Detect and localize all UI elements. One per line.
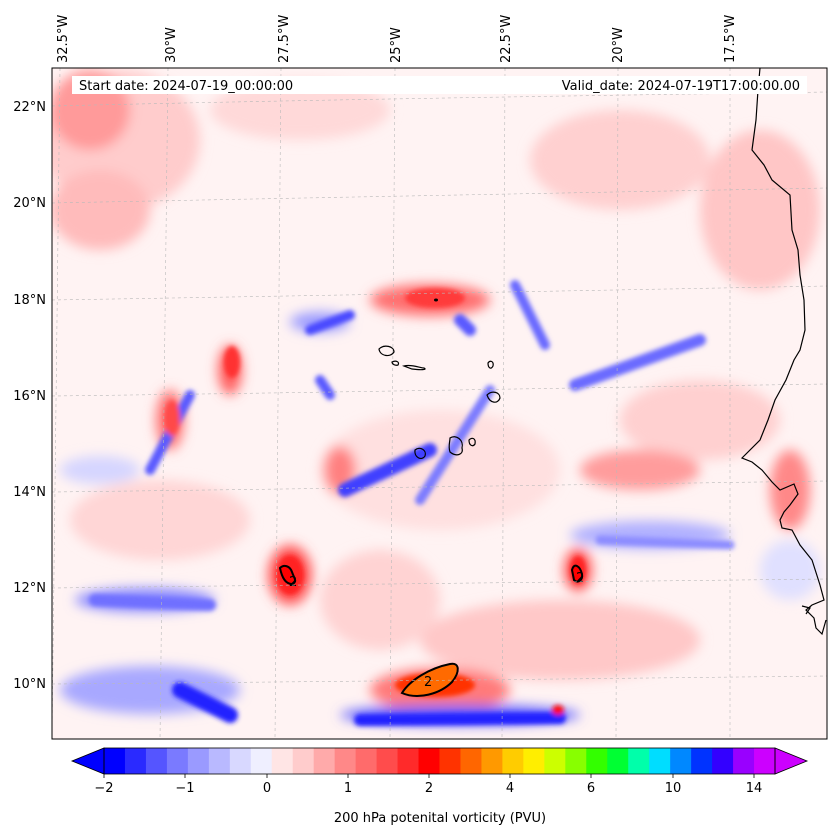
island-sao-nicolau	[401, 364, 426, 371]
island-boa-vista	[486, 391, 501, 403]
header-box	[72, 76, 807, 94]
colorbar-cell	[166, 748, 189, 774]
lat-label-2: 20°N	[13, 196, 46, 211]
pv-core-south	[400, 662, 459, 697]
island-santiago	[448, 436, 463, 456]
colorbar-cell	[523, 748, 545, 774]
map-frame	[51, 67, 828, 740]
colorbar-cell	[439, 748, 461, 774]
colorbar-tick-label-8: 10	[665, 781, 682, 796]
colorbar-cells	[104, 748, 776, 774]
colorbar-cell	[733, 748, 755, 774]
colorbar-tick-label-7: 6	[587, 781, 595, 796]
colorbar-cell	[418, 748, 440, 774]
colorbar-frame	[103, 747, 776, 775]
map-panel: 2 2 2	[52, 68, 827, 739]
valid-date-label: Valid_date: 2024-07-19T17:00:00.00	[562, 79, 800, 94]
colorbar-cell	[628, 748, 650, 774]
lat-label-3: 18°N	[13, 293, 46, 308]
lon-label-5: 22.5°W	[499, 15, 514, 63]
pv-contours: 2 2 2	[278, 298, 584, 697]
colorbar-cell	[712, 748, 734, 774]
contour-label-2: 2	[289, 575, 297, 590]
pv-core-north	[434, 298, 438, 302]
latitude-labels: 22°N 20°N 18°N 16°N 14°N 12°N 10°N	[13, 100, 46, 692]
island-santo-antao	[378, 345, 395, 357]
colorbar-cell	[271, 748, 294, 774]
colorbar-cell	[250, 748, 273, 774]
colorbar-cell	[586, 748, 608, 774]
colorbar-cell	[334, 748, 357, 774]
contour-label-3: 2	[576, 571, 584, 586]
colorbar-cell	[460, 748, 482, 774]
lon-label-7: 17.5°W	[723, 15, 738, 63]
colorbar: −2 −1 0 1 2 4 6 10 14 200 hPa potenital …	[70, 747, 809, 826]
lon-label-4: 25°W	[389, 27, 404, 63]
island-fogo	[414, 447, 426, 460]
coastlines	[378, 68, 827, 636]
lat-label-5: 14°N	[13, 485, 46, 500]
lon-label-3: 27.5°W	[277, 15, 292, 63]
colorbar-cell	[502, 748, 524, 774]
colorbar-cell	[229, 748, 252, 774]
colorbar-cell	[754, 748, 776, 774]
colorbar-tick-label-2: −1	[175, 781, 194, 796]
contour-label-1: 2	[424, 675, 432, 690]
colorbar-cell	[649, 748, 671, 774]
colorbar-cell	[481, 748, 503, 774]
colorbar-cell	[292, 748, 315, 774]
colorbar-min-extend	[70, 747, 105, 775]
island-maio	[468, 437, 476, 447]
colorbar-cell	[124, 748, 147, 774]
colorbar-cell	[355, 748, 378, 774]
colorbar-tick-label-4: 1	[344, 781, 352, 796]
africa-coastline	[740, 68, 827, 636]
colorbar-cell	[376, 748, 399, 774]
colorbar-title: 200 hPa potenital vorticity (PVU)	[334, 811, 546, 826]
colorbar-tick-label-6: 4	[506, 781, 514, 796]
colorbar-cell	[670, 748, 692, 774]
colorbar-cell	[208, 748, 231, 774]
lat-label-6: 12°N	[13, 581, 46, 596]
colorbar-ticks	[103, 774, 755, 778]
lat-label-1: 22°N	[13, 100, 46, 115]
pv-core-west	[278, 564, 297, 586]
colorbar-tick-label-5: 2	[425, 781, 433, 796]
lat-label-7: 10°N	[13, 677, 46, 692]
island-senegal-coast	[801, 605, 811, 615]
colorbar-max-extend	[774, 747, 809, 775]
lat-label-4: 16°N	[13, 389, 46, 404]
start-date-label: Start date: 2024-07-19_00:00:00	[79, 79, 293, 94]
pv-core-east	[570, 564, 584, 583]
colorbar-cell	[145, 748, 168, 774]
colorbar-cell	[104, 748, 126, 774]
lon-label-2: 30°W	[164, 27, 179, 63]
colorbar-tick-label-1: −2	[94, 781, 113, 796]
longitude-labels: 32.5°W 30°W 27.5°W 25°W 22.5°W 20°W 17.5…	[56, 15, 738, 63]
colorbar-cell	[544, 748, 566, 774]
colorbar-cell	[607, 748, 629, 774]
colorbar-cell	[313, 748, 336, 774]
colorbar-cell	[187, 748, 210, 774]
island-sao-vicente	[391, 360, 400, 366]
colorbar-tick-label-9: 14	[746, 781, 763, 796]
colorbar-cell	[565, 748, 587, 774]
lon-label-6: 20°W	[611, 27, 626, 63]
lon-label-1: 32.5°W	[56, 15, 71, 63]
colorbar-cell	[691, 748, 713, 774]
colorbar-cell	[397, 748, 420, 774]
island-sal	[487, 360, 494, 369]
colorbar-tick-label-3: 0	[263, 781, 271, 796]
